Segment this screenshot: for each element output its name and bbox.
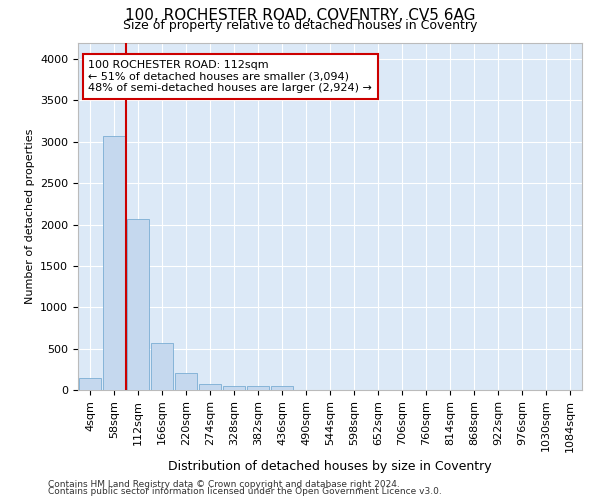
Bar bbox=[79, 378, 101, 390]
Bar bbox=[223, 386, 245, 390]
Text: 100, ROCHESTER ROAD, COVENTRY, CV5 6AG: 100, ROCHESTER ROAD, COVENTRY, CV5 6AG bbox=[125, 8, 475, 22]
X-axis label: Distribution of detached houses by size in Coventry: Distribution of detached houses by size … bbox=[168, 460, 492, 473]
Bar bbox=[199, 384, 221, 390]
Bar bbox=[103, 136, 125, 390]
Bar bbox=[175, 374, 197, 390]
Text: Contains public sector information licensed under the Open Government Licence v3: Contains public sector information licen… bbox=[48, 487, 442, 496]
Bar bbox=[247, 386, 269, 390]
Text: Size of property relative to detached houses in Coventry: Size of property relative to detached ho… bbox=[123, 18, 477, 32]
Y-axis label: Number of detached properties: Number of detached properties bbox=[25, 128, 35, 304]
Bar bbox=[151, 343, 173, 390]
Text: Contains HM Land Registry data © Crown copyright and database right 2024.: Contains HM Land Registry data © Crown c… bbox=[48, 480, 400, 489]
Bar bbox=[127, 218, 149, 390]
Bar bbox=[271, 386, 293, 390]
Text: 100 ROCHESTER ROAD: 112sqm
← 51% of detached houses are smaller (3,094)
48% of s: 100 ROCHESTER ROAD: 112sqm ← 51% of deta… bbox=[88, 60, 372, 93]
